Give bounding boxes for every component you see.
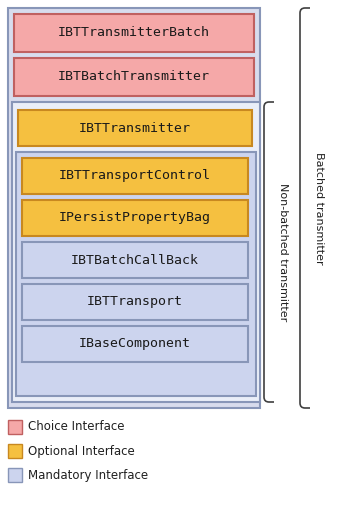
Bar <box>16 152 256 396</box>
Bar <box>8 468 22 482</box>
Text: IPersistPropertyBag: IPersistPropertyBag <box>59 212 211 224</box>
Bar <box>8 420 22 434</box>
Bar <box>14 14 254 52</box>
Text: Non-batched transmitter: Non-batched transmitter <box>278 183 288 321</box>
Bar <box>22 326 248 362</box>
Text: IBTTransport: IBTTransport <box>87 296 183 308</box>
Text: IBTTransmitter: IBTTransmitter <box>79 121 191 135</box>
Text: IBTTransmitterBatch: IBTTransmitterBatch <box>58 26 210 40</box>
Bar <box>18 110 252 146</box>
Bar <box>8 444 22 458</box>
Bar <box>22 158 248 194</box>
Text: IBTBatchTransmitter: IBTBatchTransmitter <box>58 71 210 83</box>
Bar <box>22 200 248 236</box>
Text: Batched transmitter: Batched transmitter <box>314 152 324 265</box>
Text: IBaseComponent: IBaseComponent <box>79 337 191 351</box>
Text: IBTTransportControl: IBTTransportControl <box>59 169 211 183</box>
Bar <box>12 102 260 402</box>
Text: IBTBatchCallBack: IBTBatchCallBack <box>71 253 199 267</box>
Bar <box>22 242 248 278</box>
Text: Mandatory Interface: Mandatory Interface <box>28 468 148 482</box>
Text: Optional Interface: Optional Interface <box>28 445 135 457</box>
Bar <box>14 58 254 96</box>
Bar <box>8 8 260 408</box>
Bar <box>22 284 248 320</box>
Text: Choice Interface: Choice Interface <box>28 420 124 433</box>
